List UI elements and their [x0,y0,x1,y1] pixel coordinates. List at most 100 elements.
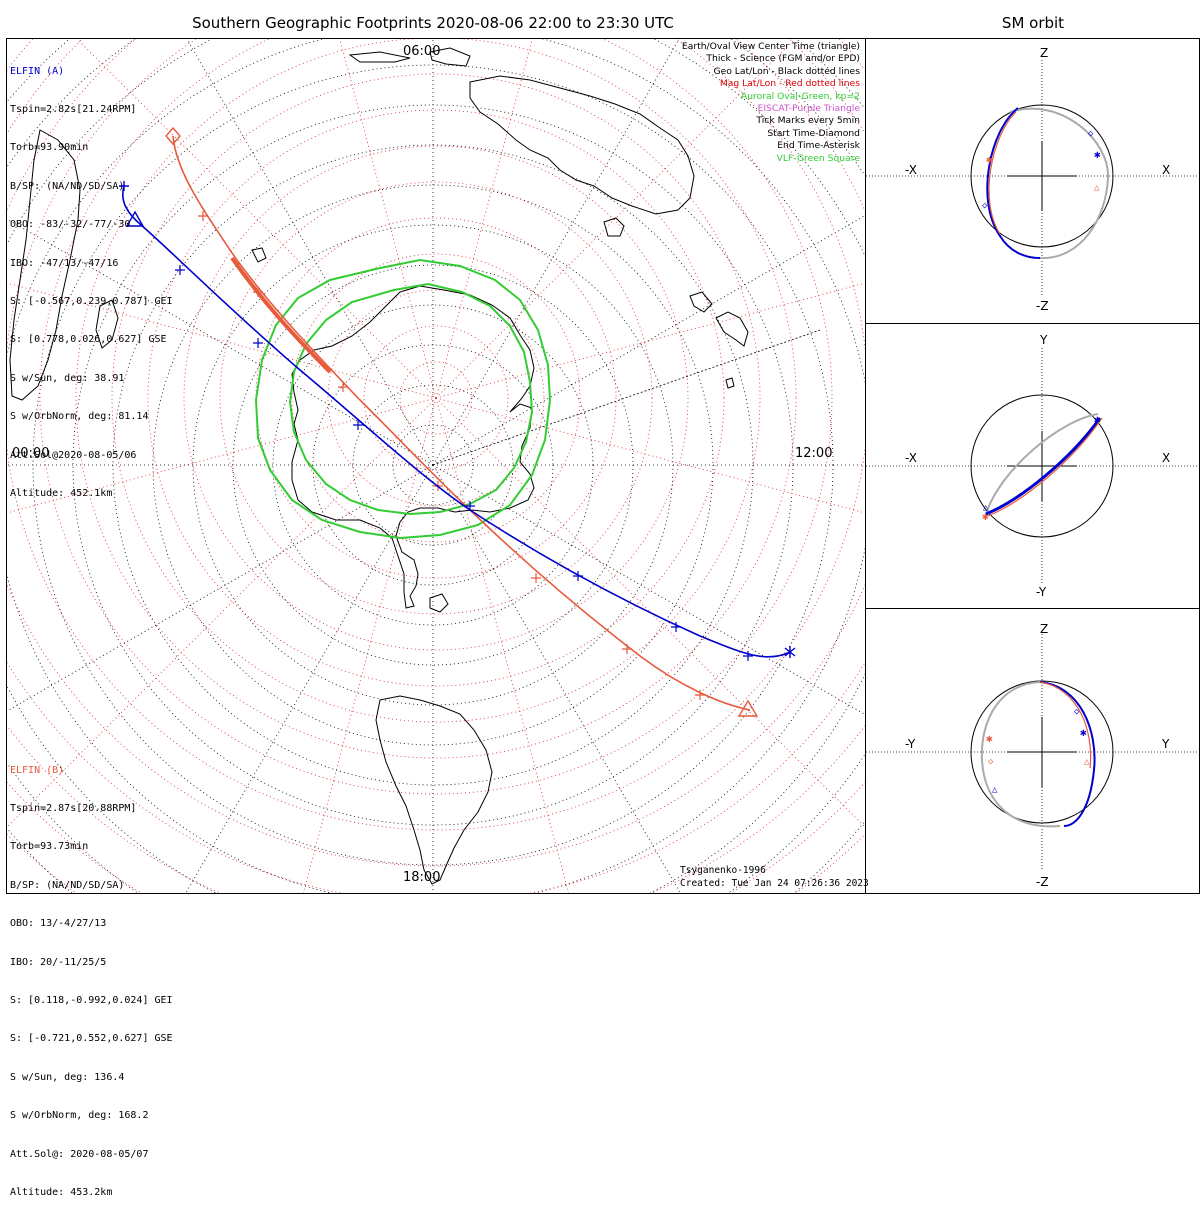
sm-axis-label: -Z [1036,875,1049,889]
sm-axis-label: X [1162,163,1170,177]
legend-entry: Mag Lat/Lon - Red dotted lines [719,78,860,90]
sm-marker: ◇ [982,201,988,211]
sm-marker: △ [1094,183,1100,193]
mag-lat-circle [291,253,581,543]
mag-lat-circle [75,39,797,759]
mag-lon-line [339,39,437,399]
sm-axis-label: -Y [905,737,916,751]
elfin-a-footprint [119,181,796,661]
mag-lat-circle [147,109,725,687]
elfin-a-tick [671,622,681,632]
elfin-b-line: S: [-0.721,0.552,0.627] GSE [10,1033,173,1045]
sm-marker: △ [992,785,998,795]
legend-entry: Auroral Oval-Green, kp=2 [740,90,860,102]
sm-marker: ✱ [986,153,993,166]
sm-panel-xz: ✱ ✱ ◇ △ ◇ Z -Z -X X [866,46,1200,313]
sm-marker: ✱ [982,510,989,523]
elfin-a-tick [353,420,363,430]
elfin-b-line: B/SP: (NA/ND/SD/SA) [10,879,125,891]
elfin-a-line: S: [-0.567,0.239,0.787] GEI [10,295,173,307]
elfin-a-tick [573,571,583,581]
mag-lon-line [7,397,437,514]
geo-grid [7,39,865,893]
mag-lat-circle [327,289,545,507]
mag-lon-line [302,397,437,893]
elfin-a-tick [253,338,263,348]
mag-lon-line [435,397,865,514]
geo-lon-line [432,464,681,893]
sm-marker: ◇ [1074,707,1080,717]
sm-marker: ✱ [1094,148,1101,161]
legend-entry: Tick Marks every 5min [756,115,860,127]
elfin-b-line: Torb=93.73min [10,841,89,853]
elfin-b-line: S w/OrbNorm, deg: 168.2 [10,1110,149,1122]
sm-marker: ◇ [988,757,994,767]
sm-axis-label: -Y [1036,585,1047,599]
elfin-b-start-diamond [165,126,181,146]
legend-entry: EISCAT-Purple Triangle [757,103,860,115]
legend-entry: Start Time-Diamond [767,127,860,139]
elfin-a-name: ELFIN (A) [10,65,65,77]
map-label-left: 00:00 [12,446,50,461]
sm-axis-label: -X [905,451,917,465]
legend-entry: Earth/Oval View Center Time (triangle) [681,41,860,52]
mag-lat-circle [219,181,653,615]
mag-lon-line [7,397,437,828]
map-label-bottom: 18:00 [403,870,441,885]
mag-lat-circle [363,325,509,471]
elfin-b-tick [531,573,541,583]
mag-lon-line [435,39,796,399]
mag-lon-line [435,397,865,828]
elfin-b-view-triangle [737,699,759,717]
sm-marker: ✱ [986,732,993,745]
mag-grid [7,39,865,893]
elfin-a-line: Altitude: 452.1km [10,487,113,499]
elfin-b-tick [253,287,263,297]
elfin-a-line: Torb=93.90min [10,142,89,154]
elfin-a-line: Att.Sol@2020-08-05/06 [10,449,137,461]
sm-axis-label: Y [1039,333,1048,347]
geo-lon-line [186,39,434,466]
geo-lon-line [7,218,434,466]
mag-lon-line [76,39,437,399]
sm-panel-xy: ✱ ✱ △ Y -Y -X X [866,333,1200,599]
legend-entry: VLF-Green Square [776,152,860,164]
map-label-right: 12:00 [795,446,833,461]
credit-model: Tsyganenko-1996 [680,865,766,876]
mag-lat-circle [255,217,617,579]
geo-lon-line [185,464,434,893]
credit: Tsyganenko-1996 Created: Tue Jan 24 07:2… [680,864,869,890]
coastlines [9,47,749,885]
elfin-b-science-segment [230,256,332,374]
map-label-top: 06:00 [403,44,441,59]
elfin-b-line: S w/Sun, deg: 136.4 [10,1071,125,1083]
geo-lon-line [432,39,680,466]
geo-lon-line [432,215,865,466]
elfin-a-track [122,185,791,658]
elfin-b-name: ELFIN (B) [10,764,65,776]
mag-lat-circle [399,361,473,435]
sm-axis-label: -X [905,163,917,177]
mag-lat-circle [39,39,833,795]
elfin-a-tick [465,501,475,511]
elfin-a-line: IBO: -47/13/-47/16 [10,257,119,269]
credit-created: Created: Tue Jan 24 07:26:36 2023 [680,878,869,889]
elfin-a-tick [175,265,185,275]
elfin-a-info: ELFIN (A) Tspin=2.82s[21.24RPM] Torb=93.… [10,40,173,513]
sm-axis-label: -Z [1036,299,1049,313]
legend-entry: Thick - Science (FGM and/or EPD) [706,53,860,65]
elfin-b-line: IBO: 20/-11/25/5 [10,956,107,968]
elfin-b-line: S: [0.118,-0.992,0.024] GEI [10,994,173,1006]
legend-entry: End Time-Asterisk [777,140,860,152]
elfin-b-line: OBO: 13/-4/27/13 [10,918,107,930]
sm-axis-label: Y [1161,737,1170,751]
elfin-b-tick [198,211,208,221]
elfin-a-line: S w/Sun, deg: 38.91 [10,372,125,384]
sm-axis-label: Z [1040,622,1048,636]
legend-entry: Geo Lat/Lon - Black dotted lines [713,65,860,77]
view-center-line [432,329,821,466]
elfin-b-tick [695,690,705,700]
mag-lat-circle [183,145,689,651]
polar-map [7,39,865,893]
elfin-b-footprint [165,126,759,717]
